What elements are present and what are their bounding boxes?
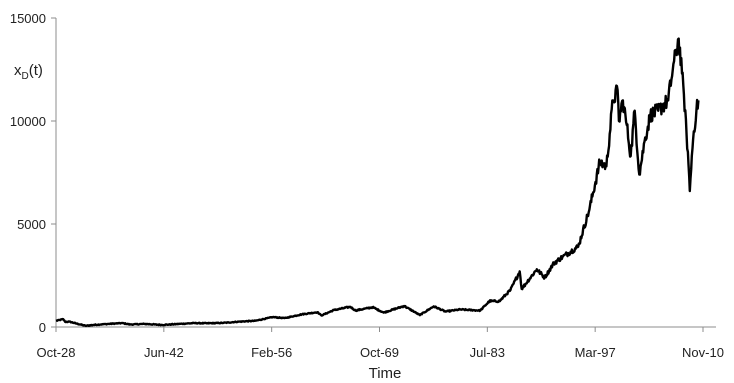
x-tick-label: Jul-83	[470, 345, 505, 360]
y-axis-label-tail: (t)	[29, 62, 43, 79]
x-tick-label: Jun-42	[144, 345, 184, 360]
x-tick-label: Mar-97	[575, 345, 616, 360]
x-tick-label: Nov-10	[682, 345, 724, 360]
x-axis-title: Time	[369, 365, 402, 382]
y-tick-label: 15000	[10, 11, 46, 26]
x-ticks: Oct-28 Jun-42 Feb-56 Oct-69 Jul-83 Mar-97 Nov-…	[36, 327, 724, 360]
x-tick-label: Feb-56	[251, 345, 292, 360]
y-ticks: 0 5000 10000 15000	[10, 11, 56, 335]
y-tick-label: 5000	[17, 217, 46, 232]
y-tick-label: 0	[39, 320, 46, 335]
y-axis-label-sub: D	[22, 71, 29, 82]
y-tick-label: 10000	[10, 114, 46, 129]
x-tick-label: Oct-28	[36, 345, 75, 360]
y-axis-label-main: x	[14, 62, 22, 79]
x-tick-label: Oct-69	[360, 345, 399, 360]
series-line	[55, 37, 700, 328]
y-axis-label: xD(t)	[14, 62, 43, 82]
